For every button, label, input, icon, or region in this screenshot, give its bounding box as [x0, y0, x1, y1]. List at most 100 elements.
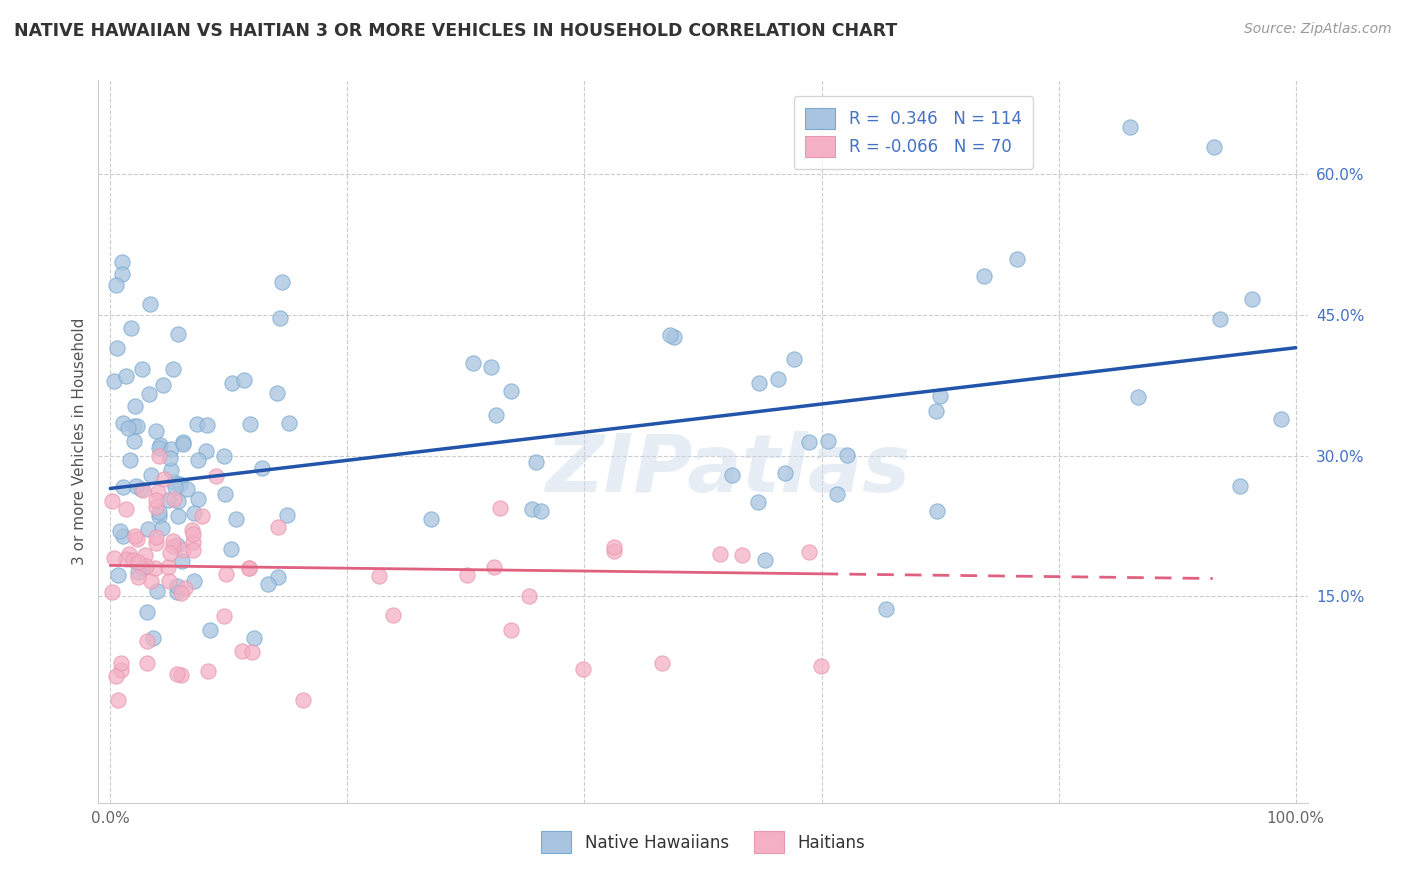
Point: [517, 589, 540, 603]
Point: [148, 506, 170, 520]
Point: [112, 529, 135, 543]
Point: [107, 341, 129, 355]
Point: [238, 560, 260, 574]
Point: [108, 524, 131, 538]
Point: [112, 480, 135, 494]
Point: [139, 467, 162, 482]
Point: [499, 624, 522, 638]
Point: [121, 553, 143, 567]
Point: [420, 511, 443, 525]
Point: [602, 544, 624, 558]
Point: [103, 550, 125, 565]
Point: [267, 520, 290, 534]
Point: [136, 522, 159, 536]
Point: [1126, 390, 1149, 404]
Point: [205, 469, 228, 483]
Point: [131, 362, 153, 376]
Point: [160, 463, 183, 477]
Point: [117, 421, 139, 435]
Point: [110, 254, 132, 268]
Point: [135, 605, 157, 619]
Point: [145, 493, 167, 508]
Point: [709, 547, 731, 561]
Text: Source: ZipAtlas.com: Source: ZipAtlas.com: [1244, 22, 1392, 37]
Point: [489, 501, 512, 516]
Point: [1118, 120, 1140, 135]
Point: [127, 419, 149, 434]
Point: [131, 560, 153, 574]
Point: [110, 663, 132, 677]
Point: [162, 361, 184, 376]
Point: [124, 419, 146, 434]
Point: [526, 455, 548, 469]
Point: [176, 482, 198, 496]
Point: [747, 495, 769, 509]
Point: [799, 434, 821, 449]
Point: [125, 479, 148, 493]
Point: [381, 608, 404, 623]
Point: [186, 417, 208, 432]
Point: [754, 553, 776, 567]
Point: [104, 278, 127, 293]
Point: [101, 585, 124, 599]
Point: [136, 634, 159, 648]
Point: [145, 425, 167, 439]
Point: [107, 692, 129, 706]
Point: [783, 351, 806, 366]
Point: [159, 546, 181, 560]
Point: [181, 535, 204, 549]
Point: [104, 668, 127, 682]
Point: [183, 574, 205, 588]
Point: [572, 662, 595, 676]
Point: [928, 389, 950, 403]
Legend: Native Hawaiians, Haitians: Native Hawaiians, Haitians: [534, 825, 872, 860]
Point: [139, 574, 162, 588]
Point: [810, 659, 832, 673]
Point: [485, 408, 508, 422]
Point: [225, 512, 247, 526]
Point: [191, 508, 214, 523]
Point: [167, 494, 190, 508]
Point: [266, 386, 288, 401]
Point: [149, 438, 172, 452]
Point: [166, 326, 188, 341]
Point: [461, 356, 484, 370]
Text: ZIPatlas: ZIPatlas: [544, 432, 910, 509]
Point: [775, 467, 797, 481]
Point: [157, 574, 180, 589]
Point: [720, 467, 742, 482]
Point: [169, 477, 191, 491]
Point: [148, 449, 170, 463]
Point: [166, 585, 188, 599]
Point: [163, 491, 186, 506]
Point: [181, 527, 204, 541]
Point: [135, 657, 157, 671]
Point: [172, 542, 194, 557]
Point: [163, 475, 186, 490]
Point: [1241, 292, 1264, 306]
Point: [797, 545, 820, 559]
Point: [139, 297, 162, 311]
Point: [257, 576, 280, 591]
Point: [138, 387, 160, 401]
Point: [250, 461, 273, 475]
Point: [145, 500, 167, 515]
Point: [125, 533, 148, 547]
Point: [111, 267, 134, 281]
Point: [731, 548, 754, 562]
Point: [748, 376, 770, 390]
Point: [231, 643, 253, 657]
Point: [159, 451, 181, 466]
Point: [520, 502, 543, 516]
Point: [135, 559, 157, 574]
Point: [166, 578, 188, 592]
Point: [166, 538, 188, 552]
Point: [181, 523, 204, 537]
Point: [167, 508, 190, 523]
Point: [145, 535, 167, 549]
Point: [100, 494, 122, 508]
Point: [499, 384, 522, 398]
Point: [118, 453, 141, 467]
Point: [875, 602, 897, 616]
Point: [198, 623, 221, 637]
